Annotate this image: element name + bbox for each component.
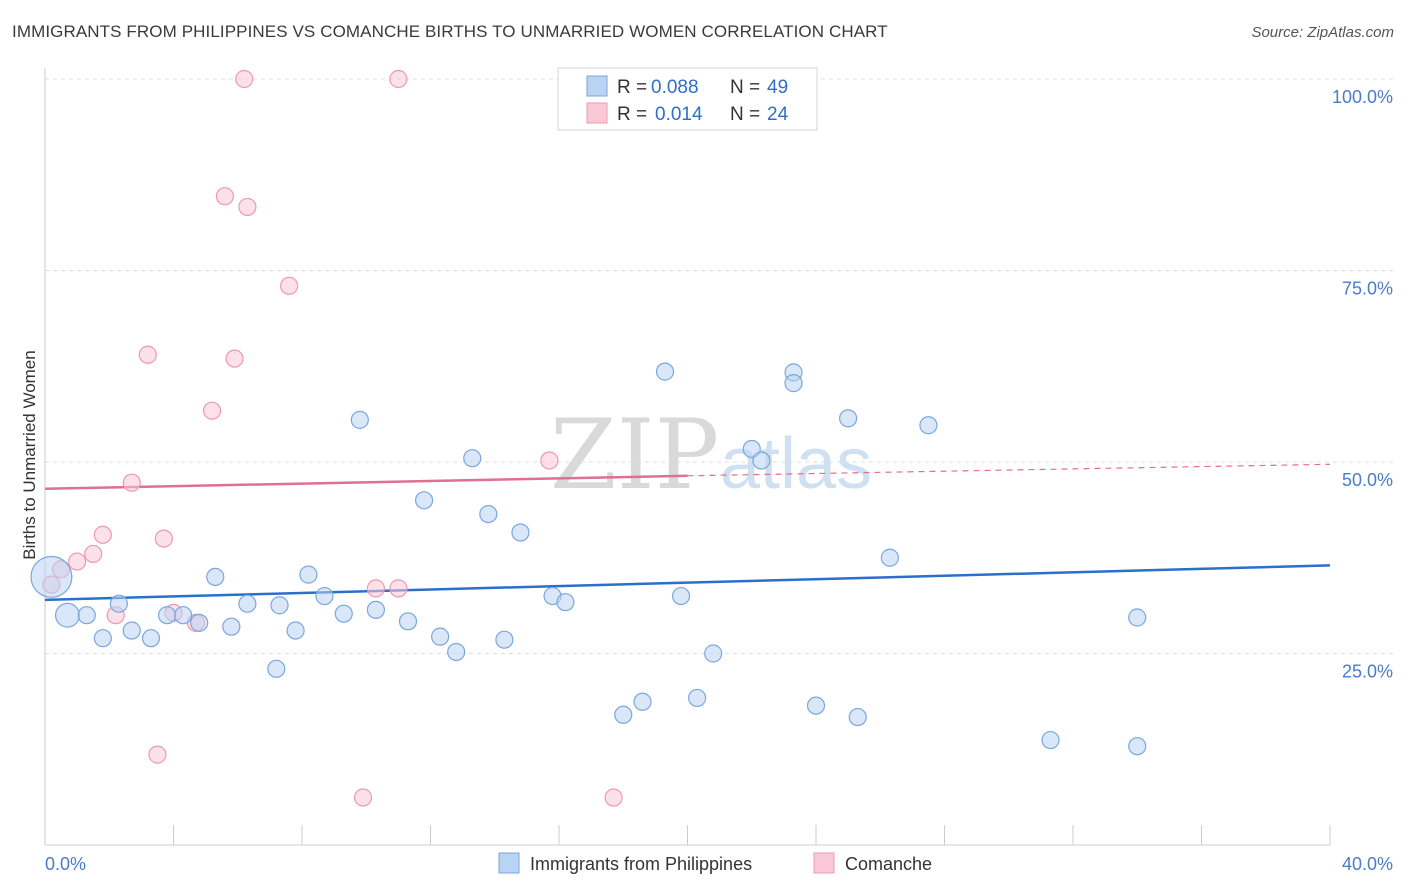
point-comanche [604, 788, 623, 807]
point-comanche [93, 525, 112, 544]
point-philippines [919, 416, 938, 435]
point-philippines [880, 548, 899, 567]
point-philippines [839, 409, 858, 428]
bottom-legend: Immigrants from Philippines Comanche [498, 852, 932, 874]
point-philippines [77, 606, 96, 625]
bottom-legend-label-2: Comanche [845, 854, 932, 874]
legend-n-value-1: 49 [767, 77, 788, 98]
point-comanche [154, 529, 173, 548]
y-axis-label: Births to Unmarried Women [20, 350, 39, 559]
point-philippines [286, 621, 305, 640]
point-philippines [671, 586, 691, 606]
chart-title: IMMIGRANTS FROM PHILIPPINES VS COMANCHE … [12, 22, 888, 41]
point-philippines [30, 555, 73, 598]
point-philippines [784, 374, 803, 393]
point-philippines [299, 565, 318, 584]
point-comanche [225, 349, 244, 368]
point-philippines [633, 692, 652, 711]
legend-r-label-2: R = [617, 104, 647, 125]
point-philippines [688, 688, 707, 708]
x-tick-label-max: 40.0% [1342, 854, 1393, 874]
y-tick-label: 50.0% [1342, 470, 1393, 490]
legend-box: R = 0.088 N = 49 R = 0.014 N = 24 [557, 67, 818, 131]
point-philippines [238, 594, 257, 613]
legend-r-label-1: R = [617, 77, 647, 98]
point-philippines [315, 586, 334, 606]
point-philippines [848, 707, 867, 727]
point-comanche [235, 69, 254, 89]
y-tick-label: 25.0% [1342, 662, 1393, 682]
point-comanche [353, 788, 373, 807]
legend-r-value-2: 0.014 [655, 104, 703, 125]
point-philippines [350, 410, 369, 429]
trend-line-comanche [44, 474, 688, 491]
legend-swatch-pink [586, 102, 608, 124]
point-comanche [148, 745, 167, 764]
point-philippines [174, 606, 193, 625]
point-philippines [1128, 737, 1147, 756]
point-philippines [1128, 608, 1147, 627]
bottom-legend-swatch-blue [498, 852, 520, 874]
point-philippines [157, 606, 177, 625]
legend-r-value-1: 0.088 [651, 77, 699, 98]
point-philippines [463, 449, 482, 468]
bottom-legend-swatch-pink [813, 852, 835, 874]
point-comanche [389, 69, 408, 89]
point-philippines [614, 705, 633, 724]
point-philippines [141, 629, 161, 648]
point-philippines [109, 594, 128, 613]
point-philippines [122, 621, 141, 640]
point-philippines [479, 504, 498, 524]
legend-n-label-2: N = [730, 104, 760, 125]
point-philippines [222, 617, 241, 636]
point-comanche [540, 451, 559, 470]
point-philippines [511, 523, 530, 542]
point-philippines [704, 644, 723, 663]
point-philippines [752, 451, 771, 470]
point-comanche [280, 276, 299, 295]
point-philippines [655, 362, 675, 381]
y-tick-label: 75.0% [1342, 279, 1393, 299]
point-comanche [366, 579, 385, 598]
point-comanche [202, 401, 222, 420]
point-comanche [215, 187, 234, 206]
watermark-zip: ZIP [550, 399, 719, 511]
point-comanche [68, 552, 87, 571]
legend-n-value-2: 24 [767, 104, 789, 125]
trend-line-philippines [44, 564, 1331, 602]
legend-n-label-1: N = [730, 77, 760, 98]
point-philippines [414, 491, 434, 510]
point-philippines [366, 600, 385, 619]
trend-line-comanche-extrapolated [687, 463, 1331, 477]
legend-swatch-blue [586, 75, 608, 97]
point-philippines [267, 659, 286, 678]
y-tick-label: 100.0% [1332, 87, 1393, 107]
point-comanche [238, 197, 257, 217]
point-philippines [270, 596, 289, 615]
point-philippines [334, 604, 353, 623]
point-philippines [190, 613, 209, 632]
point-comanche [122, 473, 141, 492]
bottom-legend-label-1: Immigrants from Philippines [530, 854, 752, 874]
point-philippines [398, 612, 418, 631]
point-philippines [206, 567, 225, 587]
point-philippines [806, 696, 826, 715]
watermark-atlas: atlas [720, 424, 872, 504]
point-comanche [389, 579, 408, 598]
point-philippines [495, 630, 514, 649]
point-philippines [431, 627, 450, 646]
source-label: Source: ZipAtlas.com [1251, 24, 1394, 41]
point-philippines [93, 629, 112, 648]
point-comanche [84, 544, 103, 564]
point-philippines [1041, 730, 1060, 750]
point-philippines [447, 642, 466, 662]
point-philippines [556, 593, 575, 612]
point-philippines [54, 602, 80, 628]
x-tick-label-min: 0.0% [45, 854, 86, 874]
point-comanche [138, 345, 157, 364]
